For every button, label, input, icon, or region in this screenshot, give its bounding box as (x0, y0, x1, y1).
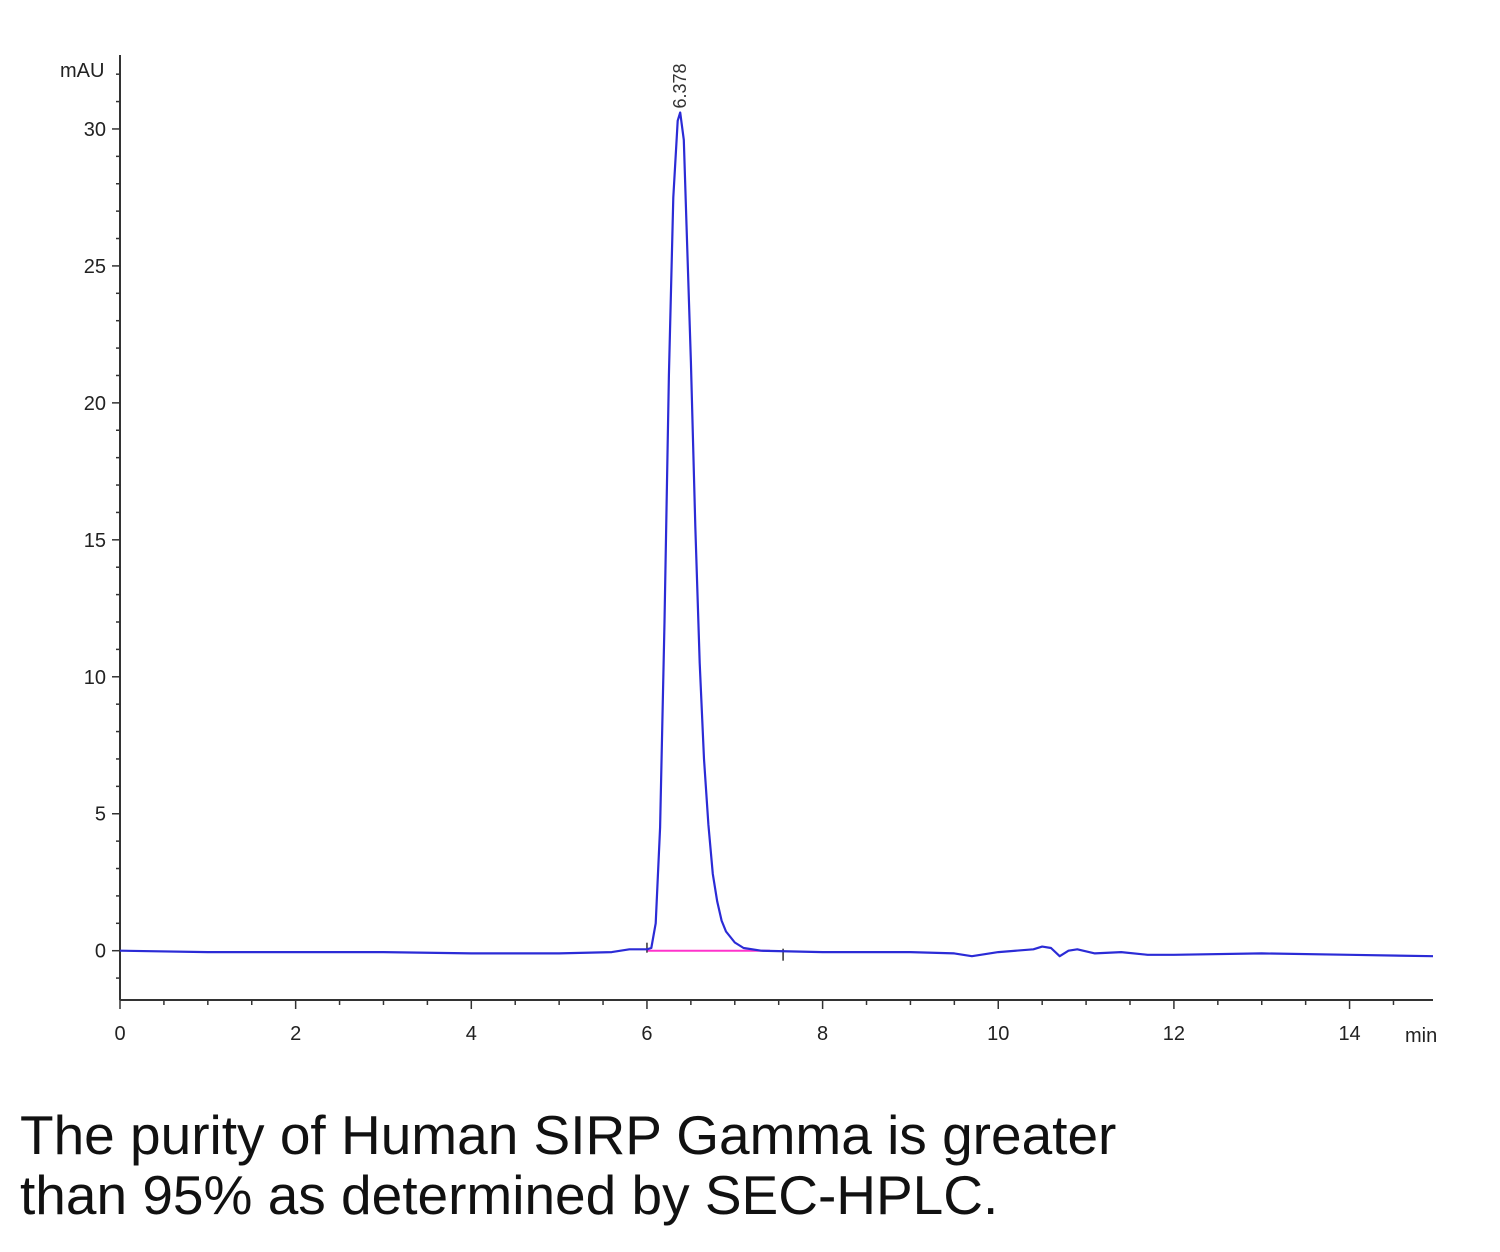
caption-line-1: The purity of Human SIRP Gamma is greate… (20, 1104, 1117, 1166)
y-tick-label: 0 (95, 941, 106, 963)
y-tick-label: 30 (84, 119, 106, 141)
y-tick-label: 10 (84, 667, 106, 689)
y-tick-label: 25 (84, 256, 106, 278)
y-tick-label: 15 (84, 530, 106, 552)
x-tick-label: 14 (1338, 1023, 1360, 1045)
y-unit-label: mAU (60, 60, 104, 82)
x-tick-label: 4 (466, 1023, 477, 1045)
chromatogram-chart: 0 5 10 15 20 25 30 0 2 4 6 8 10 12 14 6.378 mAU min (60, 55, 1437, 1047)
trace-layer: 6.378 (119, 63, 1434, 961)
signal-trace (119, 111, 1434, 958)
x-tick-label: 0 (114, 1023, 125, 1045)
x-tick-label: 10 (987, 1023, 1009, 1045)
x-tick-label: 8 (817, 1023, 828, 1045)
x-tick-label: 6 (641, 1023, 652, 1045)
x-unit-label: min (1405, 1025, 1437, 1047)
y-tick-label: 20 (84, 393, 106, 415)
caption: The purity of Human SIRP Gamma is greate… (20, 1105, 1480, 1225)
x-tick-label: 2 (290, 1023, 301, 1045)
axes (119, 55, 1433, 1001)
x-tick-label: 12 (1163, 1023, 1185, 1045)
y-tick-label: 5 (95, 804, 106, 826)
caption-line-2: than 95% as determined by SEC-HPLC. (20, 1164, 999, 1226)
ticks: 0 5 10 15 20 25 30 0 2 4 6 8 10 12 14 (84, 73, 1395, 1045)
peak-retention-label: 6.378 (670, 63, 690, 108)
